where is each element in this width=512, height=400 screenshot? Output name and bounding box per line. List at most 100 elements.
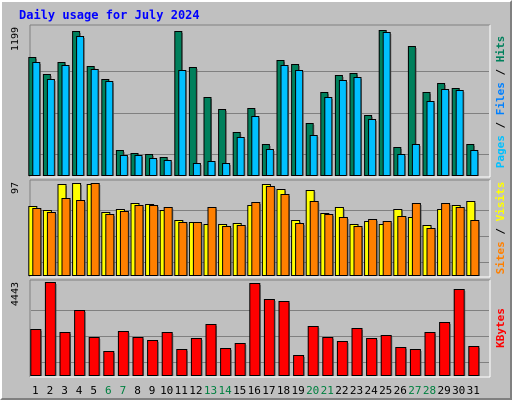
sites-bar	[397, 216, 407, 276]
files-bar-body	[368, 119, 377, 176]
kbytes-bar-body	[30, 329, 42, 376]
kbytes-bar-body	[351, 328, 363, 376]
kbytes-bar-body	[293, 355, 305, 376]
sites-bar-body	[192, 222, 202, 276]
x-tick-label: 3	[61, 384, 68, 397]
kbytes-bar	[234, 343, 247, 376]
kbytes-bar-body	[234, 343, 246, 376]
kbytes-bar-body	[453, 289, 465, 376]
files-bar	[32, 62, 41, 176]
files-bar	[76, 36, 85, 176]
kbytes-bar	[366, 338, 378, 376]
sites-bar	[382, 221, 393, 276]
kbytes-bar	[30, 329, 42, 376]
sites-bar-body	[397, 216, 407, 276]
files-bar-body	[441, 89, 450, 176]
files-bar	[411, 144, 421, 176]
kbytes-bar-body	[395, 347, 407, 376]
files-bar	[265, 149, 275, 176]
files-bar-body	[295, 70, 304, 176]
kbytes-bar	[176, 349, 188, 376]
kbytes-bar	[44, 282, 57, 376]
kbytes-bar	[409, 349, 422, 376]
x-tick-label: 1	[32, 384, 39, 397]
x-tick-label: 6	[105, 384, 112, 397]
sites-bar	[324, 214, 334, 276]
sites-bar	[426, 228, 436, 276]
files-bar	[46, 79, 56, 176]
kbytes-bar-body	[468, 346, 480, 376]
kbytes-bar	[293, 355, 305, 376]
files-bar-body	[236, 137, 245, 176]
kbytes-bar-body	[161, 332, 173, 376]
sites-bar	[455, 207, 466, 276]
files-bar	[236, 137, 246, 176]
files-bar	[134, 155, 143, 176]
files-bar-body	[426, 101, 435, 176]
sites-bar-body	[251, 202, 261, 276]
x-tick-label: 29	[437, 384, 450, 397]
files-bar-body	[207, 161, 216, 176]
sites-bar	[470, 220, 480, 276]
sites-bar-body	[178, 222, 188, 276]
hits-bar	[188, 67, 198, 176]
x-tick-label: 5	[90, 384, 97, 397]
sites-bar	[105, 214, 115, 276]
sites-bar-body	[324, 214, 334, 276]
files-bar	[470, 150, 479, 176]
kbytes-bar	[103, 351, 115, 376]
kbytes-bar-body	[366, 338, 378, 376]
sites-bar	[411, 203, 422, 276]
files-bar	[368, 119, 377, 176]
kbytes-bar	[278, 301, 290, 376]
y-max-label: 4443	[10, 282, 21, 306]
files-bar-body	[149, 158, 158, 176]
files-bar-body	[397, 154, 406, 176]
kbytes-bar-body	[74, 310, 86, 376]
sites-bar-body	[470, 220, 480, 276]
files-bar-body	[90, 69, 99, 176]
x-tick-label: 8	[134, 384, 141, 397]
sites-bar-body	[163, 207, 173, 276]
files-bar-body	[324, 97, 333, 176]
files-bar	[280, 65, 289, 176]
files-bar	[324, 97, 333, 176]
kbytes-bar	[220, 348, 232, 376]
kbytes-bar-body	[147, 340, 159, 376]
sites-bar	[61, 198, 71, 276]
files-bar-body	[353, 77, 362, 176]
files-bar-body	[192, 163, 201, 176]
sites-bar	[90, 183, 101, 276]
sites-bar	[163, 207, 174, 276]
x-tick-label: 7	[120, 384, 127, 397]
kbytes-bar-body	[220, 348, 232, 376]
kbytes-bar	[439, 322, 451, 376]
files-bar	[338, 80, 348, 176]
files-bar-body	[455, 90, 464, 176]
x-tick-label: 25	[379, 384, 392, 397]
files-bar	[251, 116, 260, 176]
kbytes-bar	[424, 332, 436, 376]
files-bar-body	[105, 81, 114, 176]
sites-bar-body	[265, 186, 275, 276]
files-bar	[192, 163, 202, 176]
kbytes-bar-body	[263, 299, 275, 376]
kbytes-bar	[161, 332, 174, 376]
legend-item-sites: Sites	[494, 241, 507, 274]
kbytes-bar-body	[278, 301, 290, 376]
x-tick-label: 24	[364, 384, 378, 397]
x-tick-label: 27	[408, 384, 421, 397]
x-tick-label: 14	[218, 384, 232, 397]
sites-bar-body	[236, 225, 246, 276]
sites-bar	[251, 202, 261, 276]
kbytes-bar-body	[103, 351, 115, 376]
x-tick-label: 21	[321, 384, 334, 397]
legend: Pages / Files / Hits	[494, 36, 507, 169]
kbytes-bar	[307, 326, 320, 376]
files-bar-body	[309, 135, 318, 176]
sites-bar-body	[76, 200, 86, 276]
kbytes-bar-body	[176, 349, 188, 376]
files-bar-body	[178, 70, 187, 176]
kbytes-bar	[147, 340, 159, 376]
